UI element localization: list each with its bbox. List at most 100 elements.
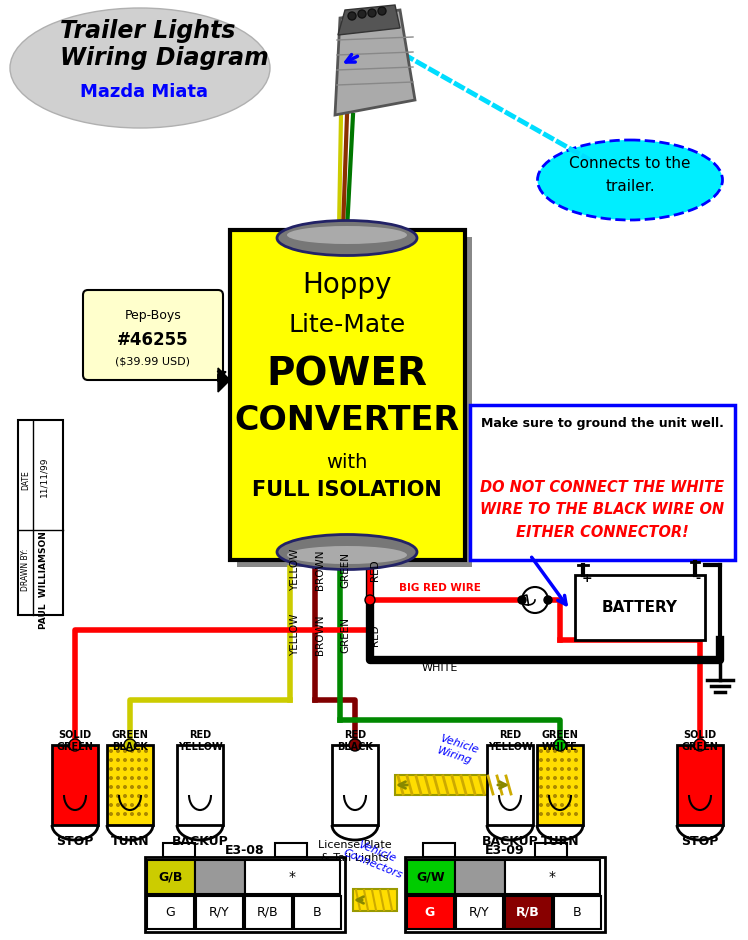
Circle shape (137, 803, 141, 807)
Text: YELLOW: YELLOW (290, 614, 300, 656)
Bar (423, 843, 455, 857)
Circle shape (574, 776, 578, 780)
Text: E3-09: E3-09 (485, 843, 525, 856)
Circle shape (574, 749, 578, 753)
Bar (487, 745, 533, 825)
Circle shape (522, 587, 548, 613)
Text: STOP: STOP (681, 835, 719, 848)
Text: Connects to the
trailer.: Connects to the trailer. (569, 156, 690, 194)
Circle shape (567, 785, 571, 789)
Circle shape (144, 749, 148, 753)
Circle shape (553, 794, 557, 798)
Circle shape (560, 749, 564, 753)
Text: Trailer Lights: Trailer Lights (60, 19, 236, 43)
Circle shape (539, 812, 543, 816)
Circle shape (109, 749, 113, 753)
Bar (456, 896, 503, 929)
Bar (195, 860, 245, 894)
Circle shape (116, 749, 120, 753)
Circle shape (546, 794, 550, 798)
Circle shape (130, 803, 134, 807)
Text: YELLOW: YELLOW (177, 742, 222, 752)
Circle shape (358, 10, 366, 18)
Circle shape (144, 785, 148, 789)
Polygon shape (335, 10, 415, 115)
Ellipse shape (538, 140, 723, 220)
Circle shape (546, 749, 550, 753)
Circle shape (109, 785, 113, 789)
Circle shape (137, 776, 141, 780)
Circle shape (109, 776, 113, 780)
Text: DO NOT CONNECT THE WHITE
WIRE TO THE BLACK WIRE ON
EITHER CONNECTOR!: DO NOT CONNECT THE WHITE WIRE TO THE BLA… (480, 480, 724, 540)
Text: RED: RED (499, 730, 521, 740)
Circle shape (144, 803, 148, 807)
Bar (147, 860, 195, 894)
Ellipse shape (287, 226, 407, 244)
Circle shape (567, 812, 571, 816)
Bar (535, 843, 567, 857)
Text: G/W: G/W (417, 870, 445, 884)
Text: Mazda Miata: Mazda Miata (80, 83, 208, 101)
Text: TURN: TURN (541, 835, 579, 848)
Circle shape (365, 595, 375, 605)
Circle shape (546, 767, 550, 771)
Circle shape (567, 776, 571, 780)
Circle shape (123, 785, 127, 789)
Circle shape (109, 758, 113, 762)
Bar (52, 745, 98, 825)
Circle shape (567, 803, 571, 807)
Bar (237, 237, 472, 567)
Circle shape (123, 767, 127, 771)
Text: E3-08: E3-08 (225, 843, 265, 856)
Circle shape (546, 812, 550, 816)
Text: YELLOW: YELLOW (488, 742, 533, 752)
Text: BROWN: BROWN (315, 615, 325, 655)
Circle shape (553, 785, 557, 789)
Circle shape (553, 758, 557, 762)
Circle shape (553, 767, 557, 771)
Bar (332, 745, 378, 825)
Text: FULL ISOLATION: FULL ISOLATION (252, 480, 442, 500)
Text: B: B (313, 905, 322, 918)
Text: +: + (582, 572, 592, 585)
Bar (405, 857, 605, 932)
Circle shape (137, 758, 141, 762)
Circle shape (560, 776, 564, 780)
Circle shape (116, 767, 120, 771)
Circle shape (130, 812, 134, 816)
Text: DRAWN BY:: DRAWN BY: (22, 549, 31, 591)
Circle shape (567, 749, 571, 753)
Text: R/Y: R/Y (469, 905, 489, 918)
Circle shape (574, 785, 578, 789)
Circle shape (574, 812, 578, 816)
Text: YELLOW: YELLOW (290, 549, 300, 591)
Circle shape (539, 794, 543, 798)
Text: BROWN: BROWN (315, 550, 325, 590)
Ellipse shape (287, 546, 407, 564)
Circle shape (553, 812, 557, 816)
Text: RED: RED (370, 624, 380, 646)
Circle shape (560, 767, 564, 771)
Circle shape (560, 758, 564, 762)
Bar (353, 889, 397, 911)
Text: License Plate
& Tail Lights: License Plate & Tail Lights (318, 840, 392, 863)
Text: RED: RED (370, 559, 380, 581)
Text: B: B (573, 905, 581, 918)
Text: Lite-Mate: Lite-Mate (289, 313, 405, 337)
Text: SOLID: SOLID (58, 730, 91, 740)
Circle shape (546, 803, 550, 807)
Text: GREEN: GREEN (111, 730, 148, 740)
Circle shape (144, 767, 148, 771)
Circle shape (567, 794, 571, 798)
Circle shape (116, 776, 120, 780)
Bar (196, 896, 243, 929)
Text: G: G (165, 905, 175, 918)
Text: R/Y: R/Y (209, 905, 230, 918)
Text: with: with (326, 453, 368, 473)
Circle shape (567, 767, 571, 771)
Bar (575, 575, 705, 640)
Circle shape (137, 794, 141, 798)
Text: GREEN: GREEN (542, 730, 578, 740)
Circle shape (539, 776, 543, 780)
Circle shape (560, 794, 564, 798)
